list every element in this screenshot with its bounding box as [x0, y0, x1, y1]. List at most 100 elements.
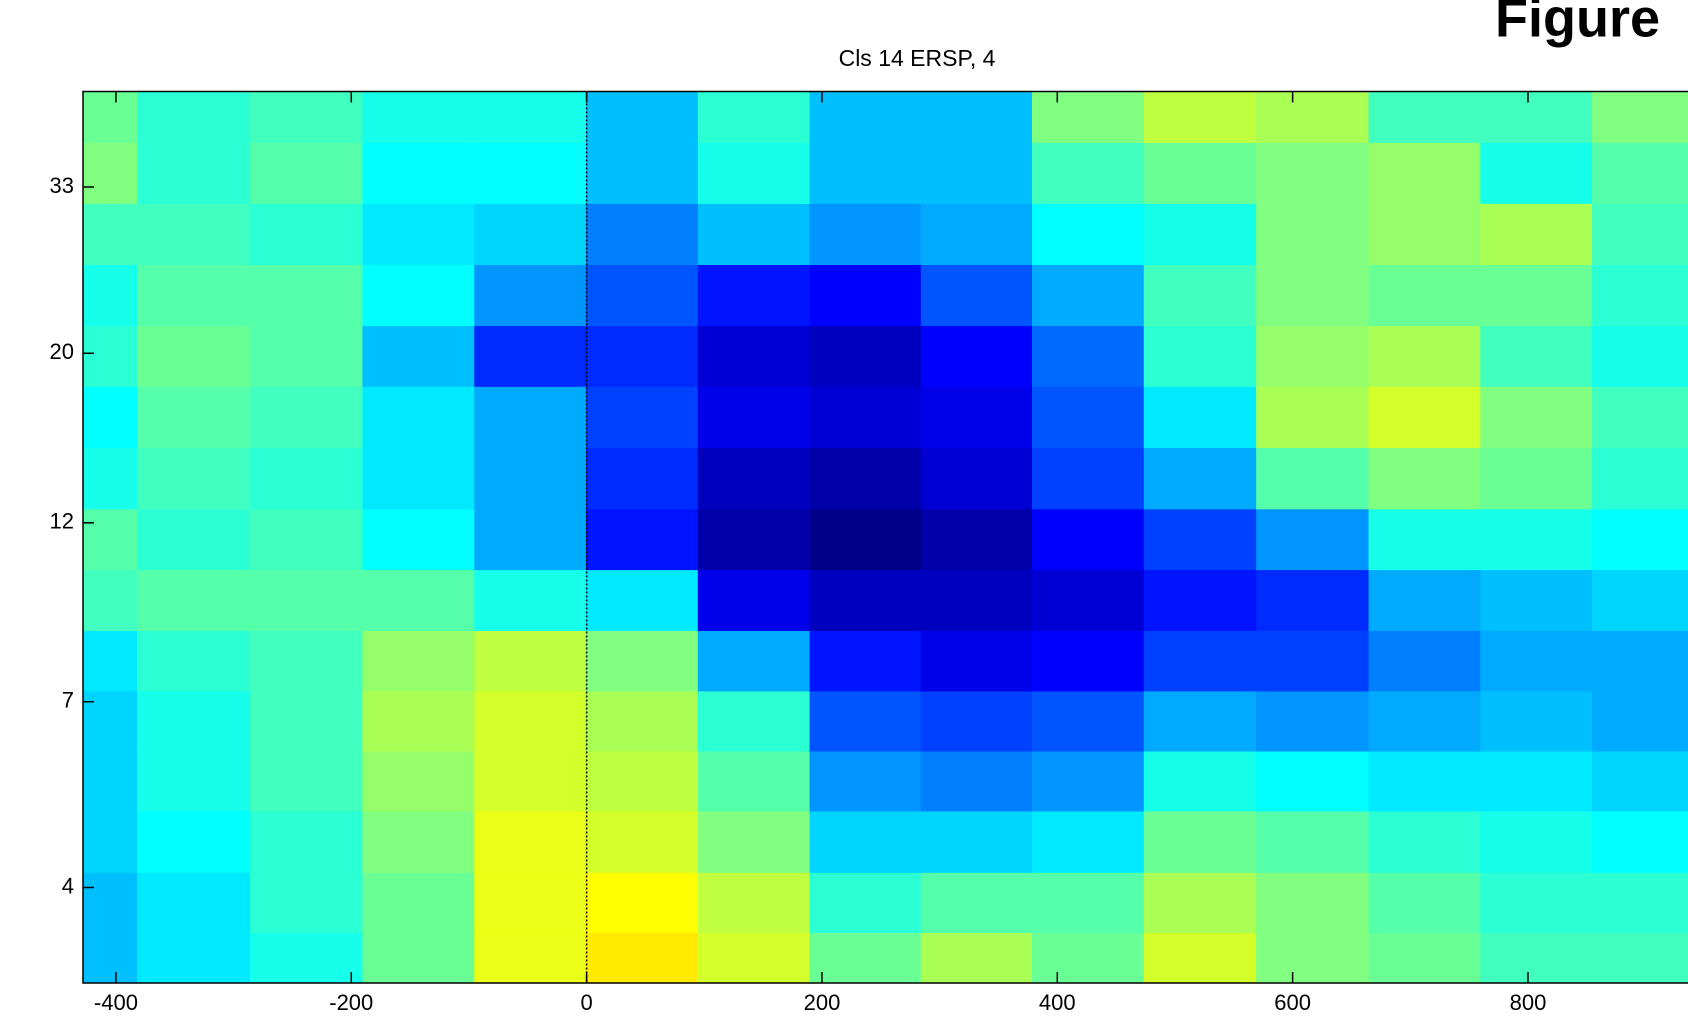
heatmap-cell	[250, 326, 364, 388]
y-tick-label: 20	[50, 339, 74, 364]
heatmap-cell	[809, 447, 922, 510]
heatmap-cell	[474, 872, 587, 934]
heatmap-cell	[586, 691, 699, 753]
heatmap-cell	[1143, 509, 1257, 571]
heatmap-cell	[1368, 811, 1481, 874]
heatmap-cell	[1256, 386, 1370, 449]
heatmap-cell	[1368, 203, 1481, 266]
heatmap-cell	[137, 630, 251, 693]
heatmap-cell	[697, 386, 811, 449]
heatmap-cell	[137, 570, 251, 632]
heatmap-cell	[250, 570, 364, 632]
heatmap-cell	[137, 91, 251, 144]
heatmap-cell	[1256, 142, 1370, 205]
heatmap-cell	[137, 203, 251, 266]
heatmap-cell	[1592, 203, 1688, 266]
heatmap-cell	[1256, 203, 1370, 266]
heatmap-cell	[1031, 447, 1145, 510]
heatmap-cell	[920, 386, 1033, 449]
heatmap-cell	[586, 264, 699, 327]
heatmap-cell	[920, 91, 1033, 144]
heatmap-cell	[1031, 264, 1145, 327]
heatmap-cell	[920, 326, 1033, 388]
heatmap-cell	[474, 142, 587, 205]
heatmap-cell	[474, 811, 587, 874]
heatmap-cell	[137, 386, 251, 449]
heatmap-cell	[1368, 872, 1481, 934]
heatmap-cell	[250, 691, 364, 753]
heatmap-cell	[250, 509, 364, 571]
heatmap-cell	[1368, 326, 1481, 388]
heatmap-cell	[1031, 326, 1145, 388]
heatmap-cell	[137, 751, 251, 813]
heatmap-cell	[1368, 933, 1481, 983]
heatmap-cell	[362, 751, 475, 813]
heatmap-cell	[1256, 630, 1370, 693]
x-tick-label: 800	[1510, 990, 1547, 1015]
heatmap-cell	[1143, 91, 1257, 144]
heatmap-cell	[1143, 326, 1257, 388]
heatmap-cell	[920, 203, 1033, 266]
x-tick-label: 200	[804, 990, 841, 1015]
heatmap-cell	[1368, 751, 1481, 813]
heatmap-cell	[362, 691, 475, 753]
heatmap-cell	[586, 933, 699, 983]
heatmap-cell	[1592, 91, 1688, 144]
x-tick-label: -400	[94, 990, 138, 1015]
x-tick-label: -200	[329, 990, 373, 1015]
heatmap-cell	[809, 691, 922, 753]
heatmap-cell	[1143, 264, 1257, 327]
heatmap-cell	[1368, 630, 1481, 693]
heatmap-cell	[83, 691, 138, 753]
heatmap-cell	[809, 264, 922, 327]
heatmap-cell	[362, 509, 475, 571]
heatmap-cell	[1368, 91, 1481, 144]
heatmap-cell	[83, 326, 138, 388]
heatmap-cell	[83, 386, 138, 449]
heatmap-cell	[474, 570, 587, 632]
heatmap-cell	[362, 570, 475, 632]
heatmap-cell	[809, 811, 922, 874]
heatmap-cell	[1592, 872, 1688, 934]
heatmap-cell	[1480, 570, 1593, 632]
heatmap-cell	[474, 691, 587, 753]
heatmap-cell	[1031, 509, 1145, 571]
heatmap-cell	[1143, 691, 1257, 753]
heatmap-cell	[1592, 326, 1688, 388]
heatmap-cell	[137, 509, 251, 571]
heatmap-cell	[83, 751, 138, 813]
heatmap-cell	[83, 811, 138, 874]
heatmap-cell	[1592, 691, 1688, 753]
heatmap-cell	[1480, 691, 1593, 753]
heatmap-cell	[1256, 872, 1370, 934]
heatmap-cell	[809, 326, 922, 388]
heatmap-cell	[1480, 811, 1593, 874]
heatmap-cell	[697, 509, 811, 571]
heatmap-cell	[474, 91, 587, 144]
heatmap-cell	[1592, 142, 1688, 205]
heatmap-cell	[83, 142, 138, 205]
heatmap-cell	[809, 751, 922, 813]
chart-title: Cls 14 ERSP, 4	[839, 45, 996, 71]
heatmap-cell	[1368, 264, 1481, 327]
heatmap	[83, 91, 1688, 983]
heatmap-cell	[137, 447, 251, 510]
heatmap-cell	[586, 630, 699, 693]
heatmap-cell	[920, 811, 1033, 874]
heatmap-cell	[586, 811, 699, 874]
heatmap-cell	[920, 872, 1033, 934]
heatmap-cell	[697, 203, 811, 266]
heatmap-cell	[1031, 203, 1145, 266]
heatmap-cell	[1592, 447, 1688, 510]
heatmap-cell	[474, 264, 587, 327]
heatmap-cell	[1480, 203, 1593, 266]
heatmap-cell	[137, 142, 251, 205]
heatmap-cell	[250, 203, 364, 266]
heatmap-cell	[362, 811, 475, 874]
heatmap-cell	[250, 933, 364, 983]
heatmap-cell	[586, 91, 699, 144]
heatmap-cell	[697, 91, 811, 144]
heatmap-cell	[474, 751, 587, 813]
heatmap-cell	[1480, 933, 1593, 983]
heatmap-cell	[586, 447, 699, 510]
